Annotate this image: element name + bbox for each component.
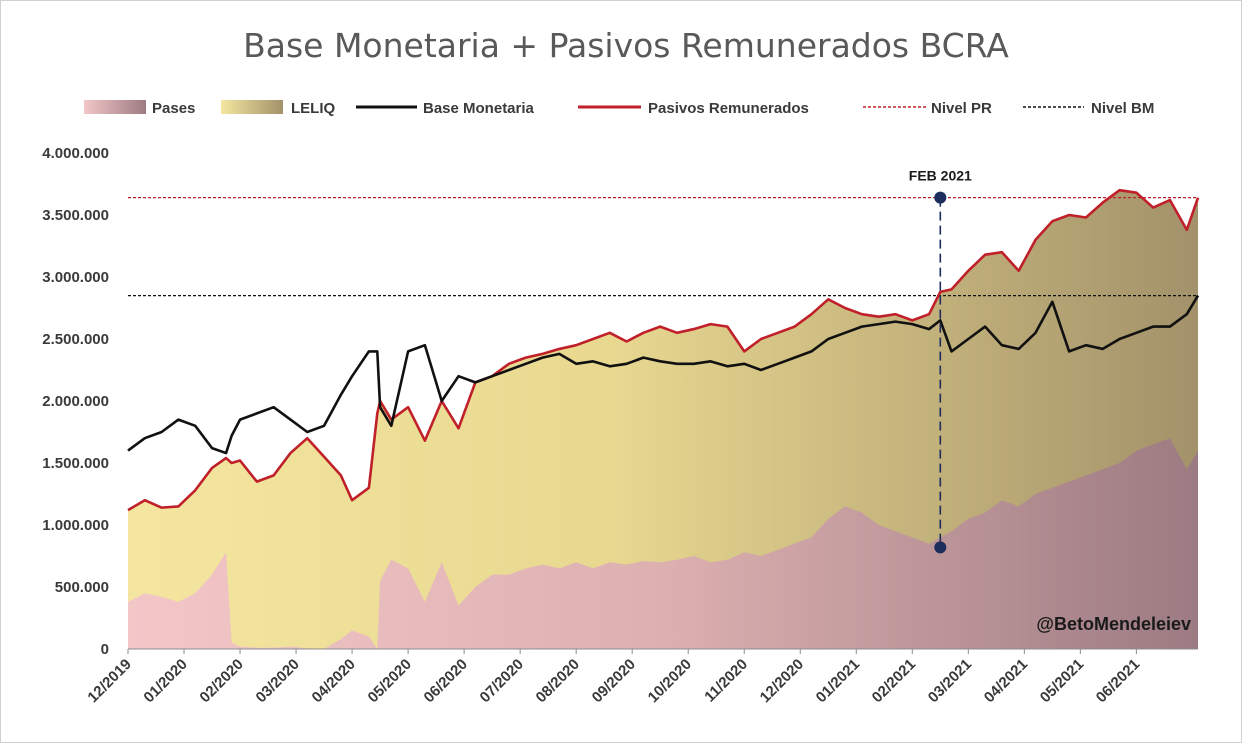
x-tick-label: 04/2021: [981, 656, 1031, 706]
x-tick-label: 04/2020: [309, 656, 359, 706]
x-tick-label: 01/2020: [140, 656, 190, 706]
area-pases: [128, 438, 1198, 649]
chart-title: Base Monetaria + Pasivos Remunerados BCR…: [243, 26, 1009, 65]
legend-label-nivel-pr: Nivel PR: [931, 100, 992, 117]
y-axis: 0 500.000 1.000.000 1.500.000 2.000.000 2.500…: [42, 145, 109, 658]
x-tick-label: 05/2021: [1037, 656, 1087, 706]
x-tick-label: 05/2020: [365, 656, 415, 706]
legend-label-nivel-bm: Nivel BM: [1091, 100, 1154, 117]
line-pasivos-remunerados: [127, 188, 1200, 512]
x-tick-label: 01/2021: [813, 656, 863, 706]
x-tick-label: 06/2021: [1093, 656, 1143, 706]
x-tick-label: 08/2020: [533, 656, 583, 706]
x-tick-label: 11/2020: [701, 656, 751, 706]
legend-label-leliq: LELIQ: [291, 100, 335, 117]
x-axis: 12/2019 01/2020 02/2020 03/2020 04/2020 05/20…: [84, 649, 1143, 706]
plot-area: FEB 2021: [127, 168, 1200, 650]
x-tick-label: 02/2020: [197, 656, 247, 706]
y-tick-label: 4.000.000: [42, 145, 109, 162]
legend-label-pases: Pases: [152, 100, 195, 117]
legend-label-base-monetaria: Base Monetaria: [423, 100, 535, 117]
y-tick-label: 500.000: [55, 579, 109, 596]
x-tick-label: 02/2021: [869, 656, 919, 706]
x-tick-label: 10/2020: [645, 656, 695, 706]
x-tick-label: 03/2020: [253, 656, 303, 706]
legend-swatch-leliq: [221, 100, 283, 114]
x-tick-label: 09/2020: [589, 656, 639, 706]
legend-swatch-pases: [84, 100, 146, 114]
legend-label-pasivos: Pasivos Remunerados: [648, 100, 809, 117]
annotation-marker-bottom: [934, 541, 947, 554]
x-tick-label: 12/2019: [84, 656, 134, 706]
area-leliq: [128, 190, 1198, 649]
x-tick-label: 07/2020: [477, 656, 527, 706]
y-tick-label: 3.000.000: [42, 269, 109, 286]
annotation-label: FEB 2021: [909, 168, 972, 184]
x-tick-label: 06/2020: [421, 656, 471, 706]
annotation-marker-top: [934, 191, 947, 204]
y-tick-label: 0: [101, 641, 109, 658]
legend: Pases LELIQ Base Monetaria Pasivos Remun…: [84, 100, 1154, 117]
y-tick-label: 1.000.000: [42, 517, 109, 534]
y-tick-label: 2.000.000: [42, 393, 109, 410]
y-tick-label: 1.500.000: [42, 455, 109, 472]
x-tick-label: 12/2020: [757, 656, 807, 706]
y-tick-label: 2.500.000: [42, 331, 109, 348]
line-base-monetaria: [127, 294, 1200, 455]
x-tick-label: 03/2021: [925, 656, 975, 706]
y-tick-label: 3.500.000: [42, 207, 109, 224]
watermark: @BetoMendeleiev: [1036, 614, 1191, 634]
